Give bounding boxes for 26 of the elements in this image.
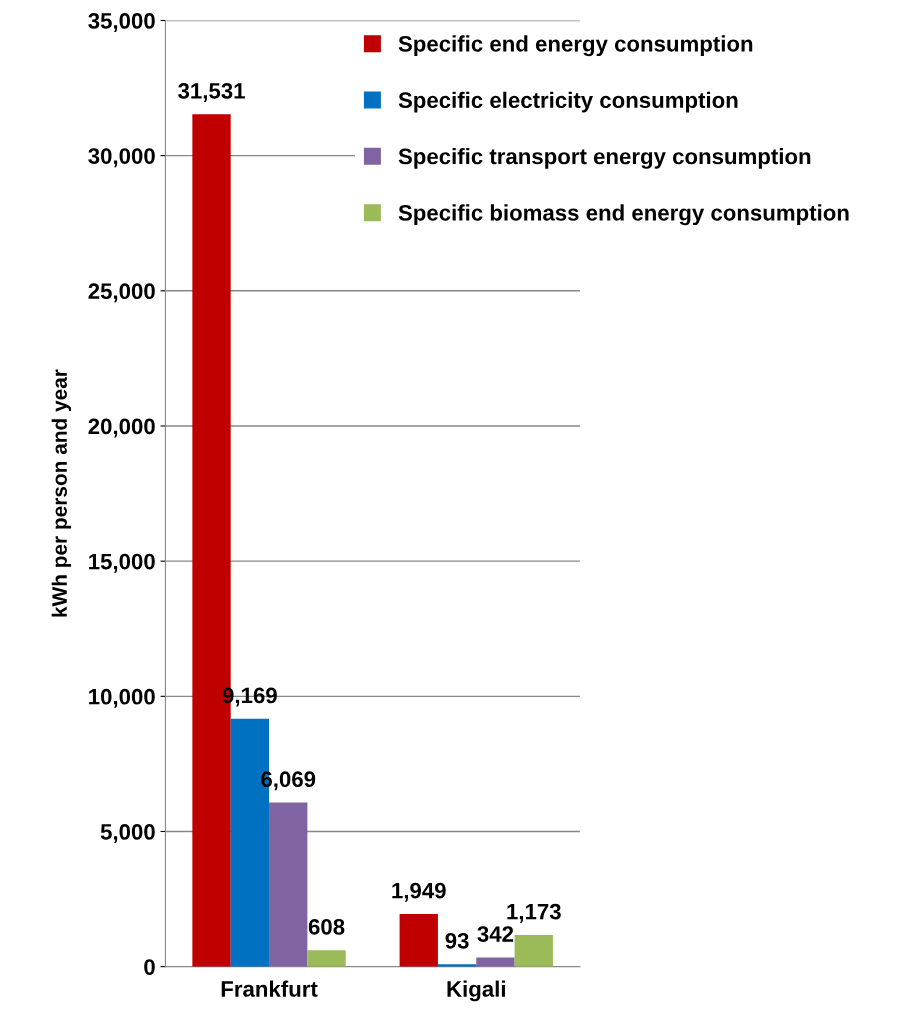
y-tick-label: 5,000	[100, 824, 155, 843]
data-label: 31,531	[178, 83, 245, 102]
data-label: 1,949	[392, 882, 446, 902]
bar	[399, 913, 438, 967]
y-tick-label: 0	[144, 959, 155, 975]
data-label: 93	[445, 932, 469, 949]
y-tick-label: 10,000	[89, 688, 155, 708]
legend-label: Specific end energy consumption	[398, 35, 753, 57]
bar	[269, 802, 308, 967]
y-tick-label: 20,000	[88, 418, 155, 438]
y-tick-label: 35,000	[88, 13, 155, 32]
y-tick-label: 30,000	[88, 148, 155, 168]
x-tick-label: Frankfurt	[221, 980, 318, 997]
data-label: 608	[308, 918, 345, 935]
legend-label: Specific transport energy consumption	[398, 148, 811, 169]
data-label: 342	[477, 926, 514, 942]
legend-label: Specific biomass end energy consumption	[398, 204, 849, 226]
x-tick-label: Kigali	[447, 980, 505, 1002]
bar	[307, 950, 346, 967]
y-tick-label: 25,000	[88, 283, 155, 303]
y-axis-title: kWh per person and year	[51, 369, 72, 617]
bar	[476, 957, 515, 967]
bar	[514, 934, 553, 967]
legend-label: Specific electricity consumption	[398, 91, 738, 113]
data-label: 1,173	[507, 903, 561, 923]
y-tick-label: 15,000	[89, 553, 155, 573]
